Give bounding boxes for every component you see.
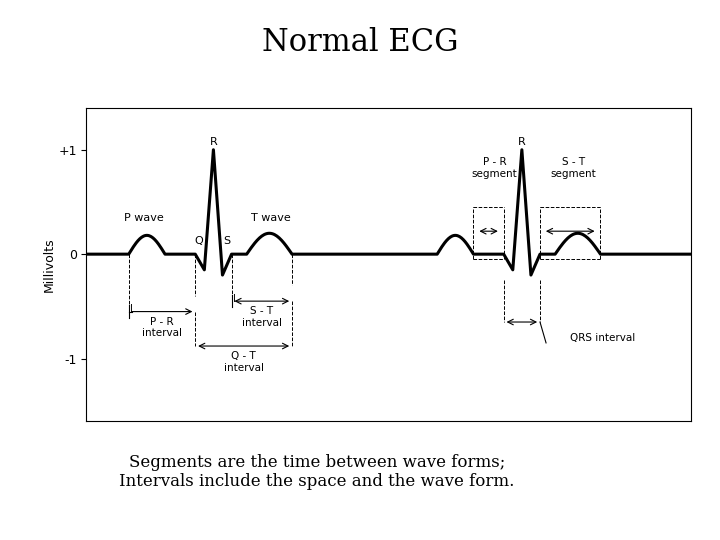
Text: Segments are the time between wave forms;
Intervals include the space and the wa: Segments are the time between wave forms…: [119, 454, 515, 490]
Text: I: I: [233, 294, 235, 304]
Text: P - R
interval: P - R interval: [142, 317, 182, 339]
Text: Q: Q: [194, 236, 202, 246]
Text: T wave: T wave: [251, 213, 291, 223]
Text: Q - T
interval: Q - T interval: [224, 351, 264, 373]
Y-axis label: Millivolts: Millivolts: [42, 237, 55, 292]
Text: P - R
segment: P - R segment: [472, 157, 518, 179]
Text: S: S: [223, 236, 230, 246]
Text: R: R: [210, 137, 217, 147]
Text: S - T
interval: S - T interval: [242, 306, 282, 328]
Text: Normal ECG: Normal ECG: [262, 27, 458, 58]
Text: P wave: P wave: [124, 213, 163, 223]
Text: I: I: [130, 305, 132, 314]
Text: S - T
segment: S - T segment: [550, 157, 596, 179]
Text: QRS interval: QRS interval: [570, 333, 636, 343]
Text: R: R: [518, 137, 526, 147]
